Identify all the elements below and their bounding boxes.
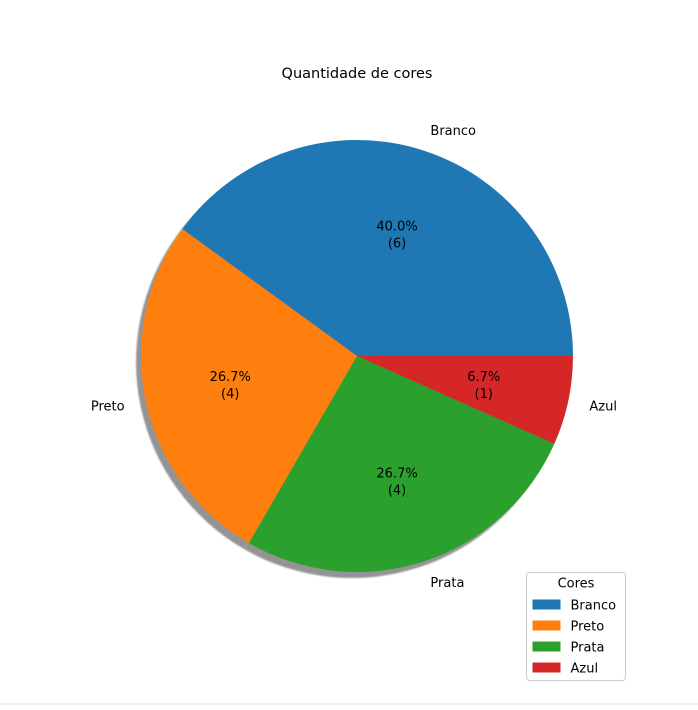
percent-label-preto: 26.7% — [210, 370, 251, 385]
percent-label-azul: 6.7% — [467, 370, 500, 385]
legend-swatch-branco — [532, 599, 561, 610]
percent-label-branco: 40.0% — [376, 220, 417, 235]
legend-title: Cores — [558, 577, 595, 592]
legend: Cores Branco Preto Prata Azul — [526, 572, 626, 681]
pie-slice-preto — [141, 229, 357, 544]
legend-swatch-prata — [532, 641, 561, 652]
bottom-divider — [0, 703, 698, 705]
category-label-prata: Prata — [430, 576, 464, 591]
count-label-preto: (4) — [221, 387, 239, 402]
legend-label-preto: Preto — [571, 620, 605, 635]
pie-slices — [141, 139, 574, 572]
legend-label-prata: Prata — [571, 641, 605, 656]
count-label-prata: (4) — [388, 483, 406, 498]
percent-label-prata: 26.7% — [376, 466, 417, 481]
pie-slice-azul — [357, 356, 573, 444]
legend-swatch-preto — [532, 620, 561, 631]
pie-slice-prata — [249, 356, 555, 572]
count-label-branco: (6) — [388, 237, 406, 252]
category-label-branco: Branco — [430, 124, 476, 139]
pie-slice-branco — [182, 139, 574, 356]
count-label-azul: (1) — [475, 387, 493, 402]
legend-label-branco: Branco — [571, 599, 617, 614]
category-label-azul: Azul — [589, 399, 617, 414]
category-label-preto: Preto — [91, 399, 125, 414]
legend-label-azul: Azul — [571, 662, 599, 677]
chart-title: Quantidade de cores — [282, 66, 433, 82]
pie-labels: Branco 40.0% (6) Preto 26.7% (4) Prata 26.7% (4)… — [91, 124, 617, 591]
legend-swatch-azul — [532, 662, 561, 673]
